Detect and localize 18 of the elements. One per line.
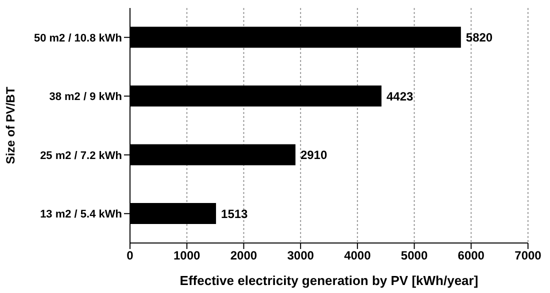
x-tick-label: 0	[126, 248, 134, 263]
x-tick-label: 3000	[287, 248, 314, 263]
y-tick-label: 38 m2 / 9 kWh	[49, 91, 122, 104]
y-tick-label: 50 m2 / 10.8 kWh	[34, 32, 122, 44]
x-tick-label: 4000	[344, 248, 372, 263]
y-tick-label: 25 m2 / 7.2 kWh	[40, 150, 122, 162]
y-tick-label: 13 m2 / 5.4 kWh	[40, 208, 122, 221]
y-axis-title: Size of PV/BT	[3, 86, 18, 164]
x-tick-label: 2000	[230, 248, 258, 263]
x-tick-label: 7000	[514, 248, 542, 263]
data-label: 5820	[466, 30, 493, 45]
data-label: 4423	[386, 89, 414, 104]
x-tick-label: 5000	[400, 248, 428, 263]
data-label: 2910	[300, 148, 328, 162]
data-label: 1513	[221, 206, 248, 221]
x-tick-label: 1000	[174, 248, 201, 263]
x-axis-title: Effective electricity generation by PV [kWh/year]	[180, 273, 478, 288]
x-tick-label: 6000	[458, 248, 485, 263]
